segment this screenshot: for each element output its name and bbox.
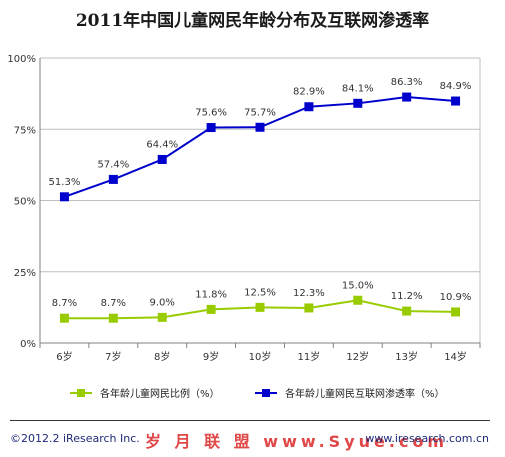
data-point [353,295,363,305]
footer-divider [10,420,490,421]
data-label: 84.1% [342,83,374,94]
data-label: 11.8% [195,289,227,300]
data-label: 15.0% [342,280,374,291]
series-layer [59,92,461,323]
data-label: 8.7% [101,298,126,309]
data-label: 86.3% [391,77,423,88]
legend-label-1: 各年龄儿童网民比例（%） [100,387,220,400]
x-tick-label: 8岁 [154,350,170,363]
y-tick-label: 100% [7,54,36,65]
data-point [108,313,118,323]
x-tick-label: 7岁 [105,350,121,363]
y-tick-label: 50% [14,197,36,208]
data-point [353,98,363,108]
data-label: 75.7% [244,107,276,118]
data-label: 51.3% [49,177,81,188]
legend-marker-2 [262,389,270,397]
x-tick-label: 13岁 [395,350,418,363]
data-point [59,192,69,202]
data-label: 8.7% [52,298,77,309]
data-point [157,312,167,322]
data-label: 9.0% [150,297,175,308]
data-point [255,122,265,132]
data-label: 57.4% [97,159,129,170]
data-point [402,306,412,316]
data-label: 10.9% [440,292,472,303]
y-tick-label: 25% [14,268,36,279]
legend-label-2: 各年龄儿童网民互联网渗透率（%） [285,387,445,400]
data-point [402,92,412,102]
data-point [304,303,314,313]
data-label: 12.5% [244,287,276,298]
data-label: 64.4% [146,139,178,150]
data-label: 82.9% [293,87,325,98]
data-point [304,102,314,112]
website-link[interactable]: www.iresearch.com.cn [365,432,489,445]
watermark-text: 岁 月 联 盟 www.Syue.com [145,432,449,451]
data-point [206,123,216,133]
data-point [255,302,265,312]
data-point [157,154,167,164]
x-tick-label: 11岁 [298,350,321,363]
x-tick-label: 10岁 [249,350,272,363]
data-point [206,304,216,314]
chart-title: 2011年中国儿童网民年龄分布及互联网渗透率 [75,11,430,31]
x-tick-label: 9岁 [203,350,219,363]
legend-marker-1 [77,389,85,397]
data-label-layer: 8.7% 8.7% 9.0% 11.8% 12.5% 12.3% 15.0% 11.2% 10.… [49,77,472,309]
data-label: 75.6% [195,108,227,119]
data-point [451,96,461,106]
x-tick-label: 12岁 [346,350,369,363]
axis-layer: 0% 25% 50% 75% 100% 6岁 7岁 8岁 9岁 10岁 11岁 12岁 13岁 14岁 [7,54,481,363]
copyright-text: ©2012.2 iResearch Inc. [10,432,140,445]
data-label: 84.9% [440,81,472,92]
data-point [108,174,118,184]
legend: 各年龄儿童网民比例（%） 各年龄儿童网民互联网渗透率（%） [70,387,445,400]
data-label: 12.3% [293,288,325,299]
chart-canvas: 0% 25% 50% 75% 100% 6岁 7岁 8岁 9岁 10岁 11岁 12岁 13岁 14岁 8… [7,54,481,400]
x-tick-label: 6岁 [56,350,72,363]
x-tick-label: 14岁 [444,350,467,363]
data-label: 11.2% [391,291,423,302]
data-point [59,313,69,323]
y-tick-label: 0% [20,339,36,350]
data-point [451,307,461,317]
y-tick-label: 75% [14,125,36,136]
